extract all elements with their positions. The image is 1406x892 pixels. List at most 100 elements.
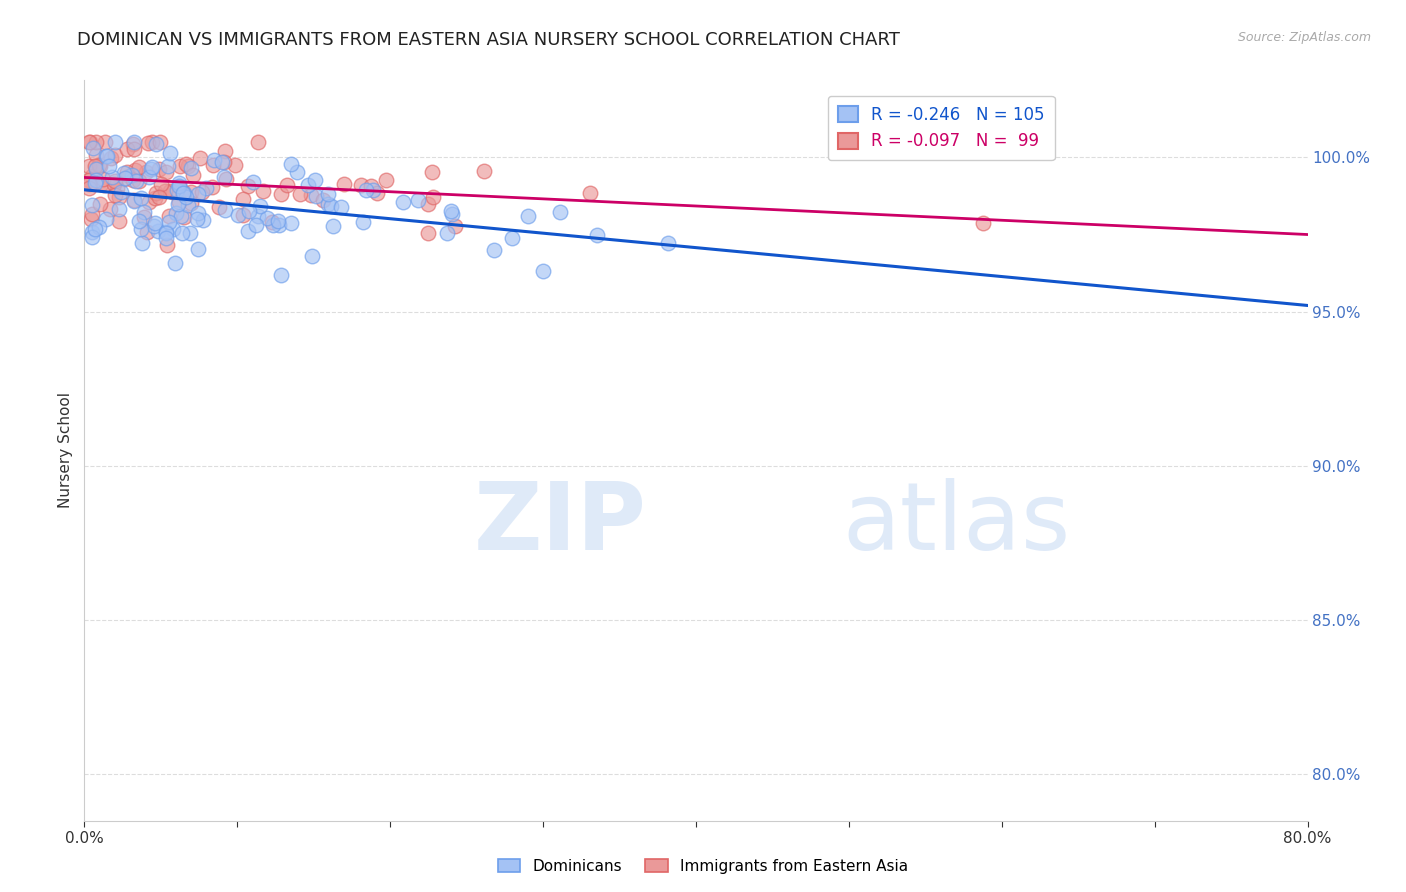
Point [124, 162, 146, 177]
Point [187, 242, 209, 256]
Point [84, 173, 107, 187]
Point [194, 181, 217, 195]
Point [290, 186, 312, 201]
Point [266, 214, 288, 228]
Point [148, 190, 170, 204]
Point [129, 191, 152, 205]
Point [96, 212, 118, 227]
Point [190, 186, 212, 200]
Point [232, 192, 254, 206]
Point [232, 208, 254, 222]
Point [118, 169, 141, 183]
Point [114, 171, 136, 186]
Point [82, 207, 104, 221]
Point [129, 221, 152, 235]
Point [280, 157, 302, 171]
Point [84, 135, 107, 149]
Point [132, 211, 155, 225]
Point [103, 178, 125, 192]
Point [202, 153, 225, 167]
Point [212, 155, 235, 169]
Point [418, 226, 440, 240]
Point [585, 227, 607, 242]
Point [166, 183, 188, 197]
Point [159, 184, 181, 198]
Point [141, 135, 163, 149]
Point [354, 183, 377, 197]
Text: ZIP: ZIP [474, 478, 647, 571]
Point [122, 194, 145, 208]
Point [249, 199, 271, 213]
Point [214, 203, 236, 218]
Point [169, 160, 191, 174]
Point [173, 186, 195, 200]
Point [186, 205, 208, 219]
Point [214, 144, 236, 158]
Point [517, 209, 540, 223]
Point [276, 178, 298, 193]
Point [247, 209, 270, 223]
Point [134, 204, 156, 219]
Y-axis label: Nursery School: Nursery School [58, 392, 73, 508]
Point [416, 196, 439, 211]
Point [169, 177, 191, 191]
Point [131, 236, 153, 251]
Point [280, 216, 302, 230]
Point [145, 190, 167, 204]
Point [86, 161, 108, 176]
Point [110, 186, 132, 200]
Point [352, 215, 374, 229]
Point [104, 187, 127, 202]
Point [80, 229, 103, 244]
Point [104, 174, 127, 188]
Point [162, 185, 184, 199]
Point [187, 187, 209, 202]
Point [128, 174, 150, 188]
Point [153, 185, 176, 199]
Point [135, 225, 157, 239]
Point [155, 231, 177, 245]
Point [270, 268, 292, 282]
Point [236, 178, 259, 193]
Point [89, 197, 111, 211]
Point [155, 225, 177, 239]
Point [84, 148, 107, 162]
Point [270, 187, 292, 202]
Point [972, 216, 994, 230]
Point [211, 155, 233, 169]
Point [245, 218, 267, 232]
Point [267, 218, 290, 232]
Point [183, 168, 205, 182]
Point [80, 169, 103, 183]
Point [138, 195, 160, 210]
Text: Source: ZipAtlas.com: Source: ZipAtlas.com [1237, 31, 1371, 45]
Point [77, 159, 100, 173]
Point [136, 136, 159, 151]
Point [548, 205, 571, 219]
Point [201, 180, 224, 194]
Point [531, 264, 554, 278]
Point [214, 169, 236, 184]
Point [157, 215, 180, 229]
Point [112, 171, 135, 186]
Point [155, 164, 177, 178]
Point [297, 178, 319, 193]
Point [312, 193, 335, 207]
Point [105, 181, 128, 195]
Point [238, 203, 260, 218]
Text: atlas: atlas [842, 478, 1071, 571]
Point [112, 165, 135, 179]
Point [374, 173, 396, 187]
Point [366, 186, 388, 200]
Point [436, 226, 458, 240]
Point [80, 212, 103, 227]
Point [422, 190, 444, 204]
Point [165, 256, 187, 270]
Point [333, 177, 356, 191]
Point [77, 173, 100, 187]
Point [104, 135, 127, 149]
Text: DOMINICAN VS IMMIGRANTS FROM EASTERN ASIA NURSERY SCHOOL CORRELATION CHART: DOMINICAN VS IMMIGRANTS FROM EASTERN ASI… [77, 31, 900, 49]
Point [90, 177, 112, 191]
Point [162, 222, 184, 236]
Point [180, 161, 202, 175]
